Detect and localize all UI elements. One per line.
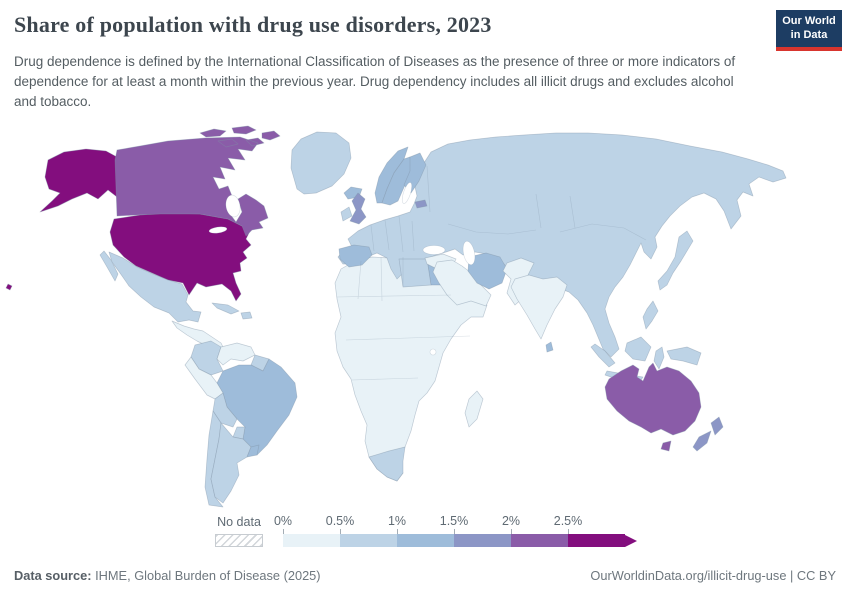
legend-tick-mark: [340, 529, 341, 534]
water-body: [401, 182, 413, 204]
map-region-ireland[interactable]: [340, 206, 353, 222]
legend-bin-5[interactable]: [568, 534, 625, 547]
map-region-libya[interactable]: [398, 258, 432, 288]
legend-tick-label: 0.5%: [325, 514, 355, 528]
map-region-new-zealand[interactable]: [692, 416, 724, 452]
legend-tick-mark: [454, 529, 455, 534]
data-source-text[interactable]: IHME, Global Burden of Disease (2025): [91, 568, 321, 583]
legend-bin-0[interactable]: [283, 534, 340, 547]
map-region-philippines[interactable]: [642, 300, 659, 330]
water-body: [429, 348, 437, 356]
chart-subtitle: Drug dependence is defined by the Intern…: [14, 54, 736, 109]
water-body: [208, 226, 228, 234]
water-body: [225, 194, 241, 218]
legend-tick-mark: [568, 529, 569, 534]
legend-color-bar: [283, 534, 625, 547]
legend-tick-label: 1%: [387, 514, 407, 528]
legend-scale: 0% 0.5% 1% 1.5% 2% 2.5%: [274, 514, 639, 547]
footer-link[interactable]: OurWorldinData.org/illicit-drug-use | CC…: [590, 568, 836, 583]
legend-tick-label: 1.5%: [439, 514, 469, 528]
owid-logo-line2: in Data: [790, 28, 828, 41]
no-data-swatch[interactable]: [215, 534, 263, 547]
map-region-hispaniola[interactable]: [240, 311, 253, 320]
legend-bin-2[interactable]: [397, 534, 454, 547]
water-body: [462, 240, 476, 266]
map-region-japan[interactable]: [657, 230, 694, 291]
legend-arrow: [625, 534, 637, 547]
legend-bar-row: [283, 534, 639, 547]
country-borders: [336, 165, 647, 381]
map-region-brazil[interactable]: [216, 358, 298, 456]
owid-logo[interactable]: Our World in Data: [776, 10, 842, 51]
data-source-label: Data source:: [14, 568, 92, 583]
map-region-united-kingdom[interactable]: [349, 192, 367, 225]
map-region-australia[interactable]: [604, 362, 702, 452]
map-region-bolivia[interactable]: [212, 392, 238, 428]
legend-tick-mark: [511, 529, 512, 534]
chart-footer: Data source: IHME, Global Burden of Dise…: [14, 568, 836, 583]
no-data-label: No data: [217, 515, 261, 529]
map-region-new-guinea[interactable]: [666, 346, 702, 366]
map-region-south-africa[interactable]: [368, 446, 406, 482]
map-region-greenland[interactable]: [290, 131, 352, 195]
legend-tick-mark: [283, 529, 284, 534]
map-region-middle-east[interactable]: [432, 259, 492, 307]
legend-tick-mark: [397, 529, 398, 534]
legend-bin-3[interactable]: [454, 534, 511, 547]
map-region-chile[interactable]: [204, 410, 224, 508]
legend-tick-label: 0%: [273, 514, 293, 528]
map-region-eurasia-mainland[interactable]: [337, 132, 787, 358]
map-region-venezuela[interactable]: [216, 342, 256, 366]
map-region-iran[interactable]: [467, 252, 508, 290]
map-region-uruguay[interactable]: [246, 444, 260, 458]
owid-logo-line1: Our World: [782, 14, 836, 27]
map-region-sri-lanka[interactable]: [545, 341, 554, 353]
map-region-iberia[interactable]: [338, 244, 373, 268]
legend-tick-label: 2.5%: [553, 514, 583, 528]
legend-tick-label: 2%: [501, 514, 521, 528]
data-source-line: Data source: IHME, Global Burden of Dise…: [14, 568, 321, 583]
water-body: [422, 245, 446, 255]
legend-bin-4[interactable]: [511, 534, 568, 547]
legend-bin-1[interactable]: [340, 534, 397, 547]
map-region-madagascar[interactable]: [464, 390, 484, 428]
page-title: Share of population with drug use disord…: [14, 12, 492, 37]
map-region-estonia[interactable]: [414, 199, 428, 209]
map-region-cuba[interactable]: [211, 302, 240, 315]
map-legend: No data 0% 0.5% 1% 1.5% 2% 2.5%: [215, 514, 639, 547]
legend-tick-row: 0% 0.5% 1% 1.5% 2% 2.5%: [274, 514, 639, 534]
map-region-mexico[interactable]: [99, 250, 202, 323]
map-region-argentina[interactable]: [210, 422, 252, 504]
map-region-india[interactable]: [510, 274, 568, 340]
legend-no-data: No data: [215, 515, 263, 547]
